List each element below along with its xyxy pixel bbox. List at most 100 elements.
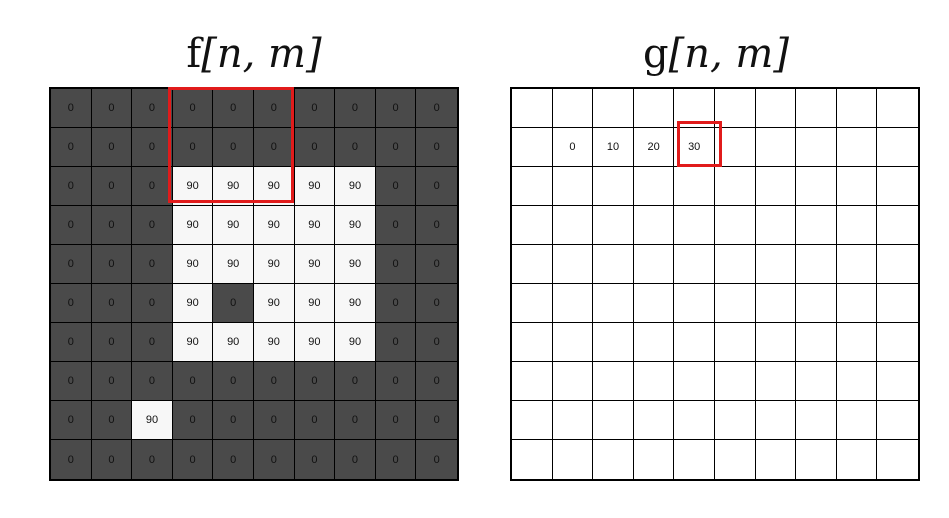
f-grid-title: f[n, m]	[48, 28, 460, 80]
f-grid-cell-r8-c9: 0	[416, 401, 457, 440]
g-grid-cell-r4-c1	[552, 245, 594, 284]
g-grid-title: g[n, m]	[510, 28, 922, 80]
f-grid-cell-r1-c7: 0	[335, 128, 376, 167]
f-grid-cell-r7-c5: 0	[253, 362, 295, 401]
f-grid-cell-r7-c2: 0	[132, 362, 173, 401]
g-grid-cell-r6-c0	[512, 323, 553, 362]
g-grid-cell-r8-c2	[593, 401, 634, 440]
f-grid-cell-r8-c2: 90	[132, 401, 173, 440]
g-grid-cell-r4-c5	[714, 245, 756, 284]
f-grid-cell-r3-c6: 90	[294, 206, 336, 245]
g-grid-cell-r3-c8	[836, 206, 878, 245]
g-grid-cell-r2-c0	[512, 167, 553, 206]
g-grid-cell-r8-c6	[755, 401, 797, 440]
g-grid-cell-r2-c5	[714, 167, 756, 206]
g-grid-cell-r2-c1	[552, 167, 594, 206]
f-grid-cell-r1-c3: 0	[172, 128, 214, 167]
f-grid-cell-r7-c8: 0	[375, 362, 417, 401]
f-grid-cell-r5-c2: 0	[132, 284, 173, 323]
g-grid-cell-r6-c3	[633, 323, 675, 362]
g-grid-cell-r4-c3	[633, 245, 675, 284]
g-grid-cell-r0-c5	[714, 89, 756, 128]
g-title-function: g	[643, 31, 669, 77]
g-grid-cell-r3-c0	[512, 206, 553, 245]
f-grid-cell-r3-c1: 0	[91, 206, 133, 245]
f-grid-cell-r1-c6: 0	[294, 128, 336, 167]
g-grid-cell-r6-c2	[593, 323, 634, 362]
g-grid-cell-r7-c9	[877, 362, 918, 401]
f-grid-cell-r4-c6: 90	[294, 245, 336, 284]
g-grid-cell-r0-c3	[633, 89, 675, 128]
g-grid-cell-r0-c9	[877, 89, 918, 128]
f-grid-cell-r5-c0: 0	[51, 284, 92, 323]
f-grid-cell-r5-c3: 90	[172, 284, 214, 323]
f-grid-cell-r6-c7: 90	[335, 323, 376, 362]
g-grid-cell-r8-c7	[796, 401, 837, 440]
f-grid-cell-r6-c3: 90	[172, 323, 214, 362]
g-grid-cell-r4-c9	[877, 245, 918, 284]
g-grid-cell-r0-c4	[674, 89, 715, 128]
f-grid-cell-r7-c3: 0	[172, 362, 214, 401]
f-grid-cell-r5-c8: 0	[375, 284, 417, 323]
f-grid-cell-r5-c4: 0	[213, 284, 254, 323]
f-grid-cell-r1-c9: 0	[416, 128, 457, 167]
f-grid-cell-r8-c7: 0	[335, 401, 376, 440]
f-grid-cell-r5-c6: 90	[294, 284, 336, 323]
f-grid-cell-r6-c2: 0	[132, 323, 173, 362]
g-grid-cell-r6-c4	[674, 323, 715, 362]
g-grid-cell-r2-c7	[796, 167, 837, 206]
output-image-grid: 0 10 20 30	[510, 87, 920, 481]
g-grid-cell-r5-c6	[755, 284, 797, 323]
g-grid-cell-r8-c8	[836, 401, 878, 440]
g-grid-cell-r7-c7	[796, 362, 837, 401]
g-grid-cell-r3-c9	[877, 206, 918, 245]
f-grid-cell-r1-c8: 0	[375, 128, 417, 167]
f-grid-cell-r2-c7: 90	[335, 167, 376, 206]
f-grid-cell-r2-c2: 0	[132, 167, 173, 206]
f-grid-cell-r4-c2: 0	[132, 245, 173, 284]
f-grid-cell-r5-c9: 0	[416, 284, 457, 323]
g-grid-cell-r8-c3	[633, 401, 675, 440]
f-grid-cell-r1-c0: 0	[51, 128, 92, 167]
g-grid-cell-r3-c4	[674, 206, 715, 245]
g-grid-cell-r0-c8	[836, 89, 878, 128]
f-grid-cell-r6-c6: 90	[294, 323, 336, 362]
f-grid-cell-r6-c4: 90	[213, 323, 254, 362]
g-grid-cell-r0-c0	[512, 89, 553, 128]
f-grid-cell-r2-c9: 0	[416, 167, 457, 206]
f-grid-cell-r8-c6: 0	[294, 401, 336, 440]
f-grid-cell-r8-c8: 0	[375, 401, 417, 440]
g-grid-cell-r8-c9	[877, 401, 918, 440]
g-grid-cell-r5-c1	[552, 284, 594, 323]
f-grid-cell-r9-c7: 0	[335, 440, 376, 479]
f-grid-cell-r8-c5: 0	[253, 401, 295, 440]
g-grid-cell-r1-c4: 30	[674, 128, 715, 167]
f-grid-cell-r4-c7: 90	[335, 245, 376, 284]
g-grid-cell-r5-c3	[633, 284, 675, 323]
g-grid-cell-r6-c5	[714, 323, 756, 362]
f-grid-cell-r3-c7: 90	[335, 206, 376, 245]
f-grid-cell-r0-c6: 0	[294, 89, 336, 128]
f-grid-cell-r5-c5: 90	[253, 284, 295, 323]
g-grid-cell-r7-c2	[593, 362, 634, 401]
f-grid-cell-r9-c6: 0	[294, 440, 336, 479]
g-grid-cell-r1-c5	[714, 128, 756, 167]
g-grid-cell-r5-c0	[512, 284, 553, 323]
f-grid-cell-r0-c9: 0	[416, 89, 457, 128]
g-grid-cell-r1-c0	[512, 128, 553, 167]
f-grid-cell-r9-c4: 0	[213, 440, 254, 479]
g-grid-cell-r8-c1	[552, 401, 594, 440]
f-grid-cell-r5-c7: 90	[335, 284, 376, 323]
g-grid-cell-r7-c6	[755, 362, 797, 401]
f-grid-cell-r0-c3: 0	[172, 89, 214, 128]
g-grid-cell-r9-c7	[796, 440, 837, 479]
f-grid-cell-r2-c3: 90	[172, 167, 214, 206]
g-grid-cell-r1-c7	[796, 128, 837, 167]
f-grid-cell-r9-c5: 0	[253, 440, 295, 479]
f-grid-cell-r2-c6: 90	[294, 167, 336, 206]
f-grid-cell-r2-c1: 0	[91, 167, 133, 206]
f-grid-cell-r5-c1: 0	[91, 284, 133, 323]
g-grid-cell-r7-c0	[512, 362, 553, 401]
g-grid-cell-r8-c4	[674, 401, 715, 440]
f-grid-cell-r3-c5: 90	[253, 206, 295, 245]
